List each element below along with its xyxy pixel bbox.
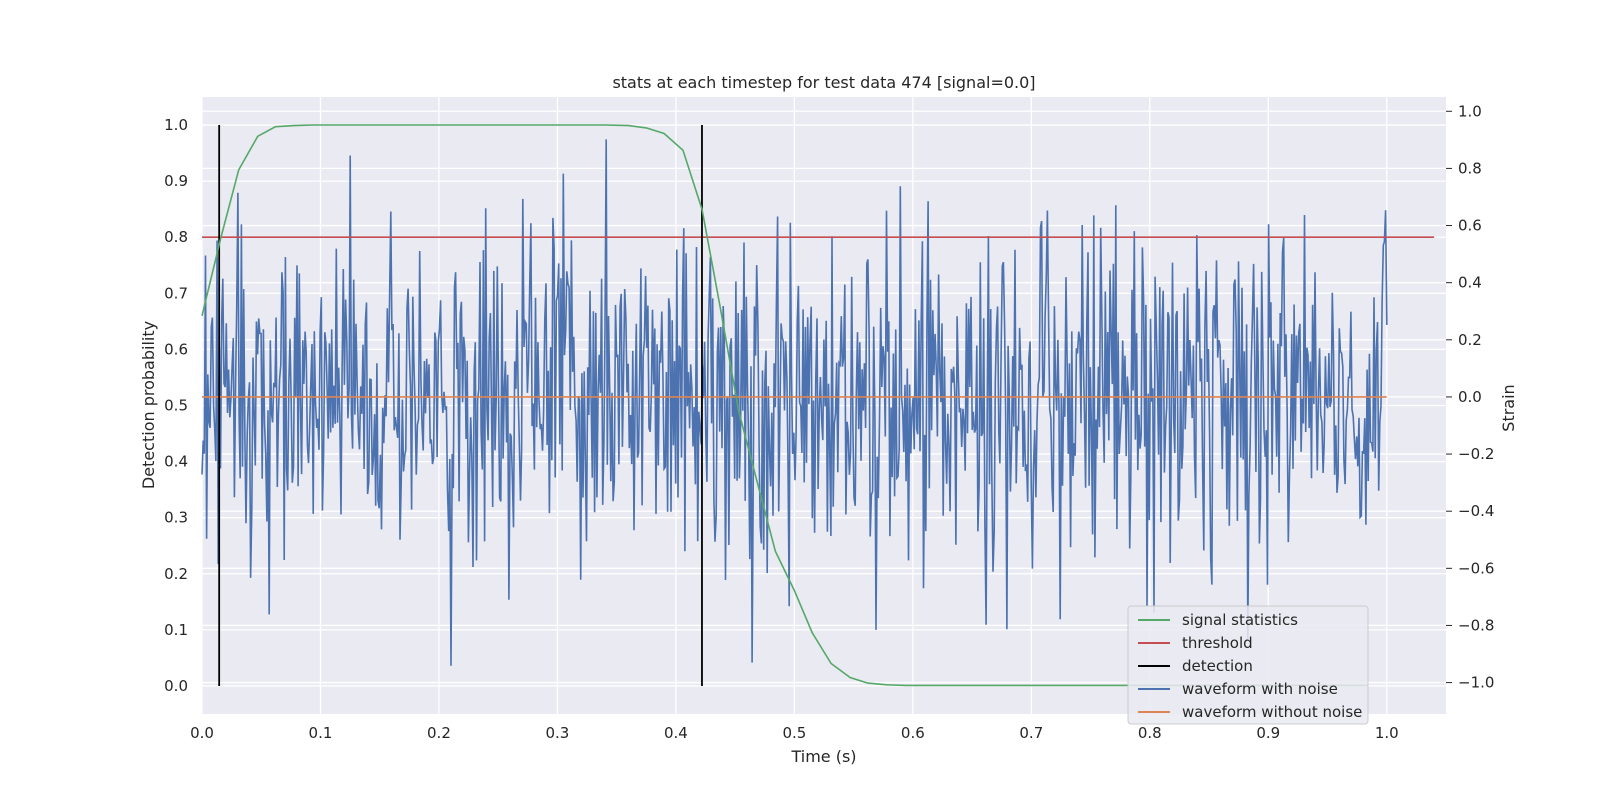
y-right-tick-label: 0.4 bbox=[1458, 274, 1482, 292]
y-left-tick-label: 0.3 bbox=[164, 509, 188, 527]
x-axis-label: Time (s) bbox=[790, 747, 856, 766]
y-right-tick-label: 0.2 bbox=[1458, 331, 1482, 349]
legend-box bbox=[1127, 605, 1369, 725]
y-right-tick-label: 0.0 bbox=[1458, 388, 1482, 406]
y-left-tick-label: 0.6 bbox=[164, 340, 188, 358]
y-right-tick-label: 1.0 bbox=[1458, 102, 1482, 120]
y-left-tick-label: 0.1 bbox=[164, 621, 188, 639]
y-right-tick-label: −1.0 bbox=[1458, 674, 1494, 692]
axes-layer: 0.0 0.1 0.2 0.3 0.4 0.5 0.6 0.7 0.8 0.9 1.0 0.0 0.1 0… bbox=[164, 102, 1494, 742]
y-axis-right-label: Strain bbox=[1499, 384, 1518, 431]
x-tick-label: 0.2 bbox=[427, 724, 451, 742]
y-left-tick-label: 0.8 bbox=[164, 228, 188, 246]
waveform-with-noise-line bbox=[201, 139, 1388, 666]
chart-title: stats at each timestep for test data 474… bbox=[612, 73, 1035, 92]
x-tick-label: 0.6 bbox=[901, 724, 925, 742]
legend-label: signal statistics bbox=[1182, 611, 1298, 629]
legend-label: waveform without noise bbox=[1182, 703, 1362, 721]
y-right-tick-label: −0.4 bbox=[1458, 502, 1494, 520]
y-left-tick-label: 0.4 bbox=[164, 453, 188, 471]
x-tick-label: 0.1 bbox=[309, 724, 333, 742]
x-tick-label: 0.0 bbox=[190, 724, 214, 742]
legend-label: detection bbox=[1182, 657, 1253, 675]
x-tick-label: 0.3 bbox=[545, 724, 569, 742]
y-axis-left-label: Detection probability bbox=[139, 321, 158, 489]
y-left-tick-label: 0.5 bbox=[164, 397, 188, 415]
signal-statistics-line bbox=[201, 124, 1368, 687]
x-tick-label: 0.9 bbox=[1256, 724, 1280, 742]
series-layer bbox=[201, 124, 1435, 687]
y-left-tick-label: 0.2 bbox=[164, 565, 188, 583]
y-right-tick-label: 0.8 bbox=[1458, 159, 1482, 177]
x-tick-label: 0.5 bbox=[782, 724, 806, 742]
y-left-tick-label: 0.9 bbox=[164, 172, 188, 190]
y-right-tick-label: 0.6 bbox=[1458, 217, 1482, 235]
legend-label: threshold bbox=[1182, 634, 1253, 652]
x-tick-label: 0.7 bbox=[1019, 724, 1043, 742]
x-tick-label: 1.0 bbox=[1375, 724, 1399, 742]
y-right-tick-label: −0.2 bbox=[1458, 445, 1494, 463]
legend-label: waveform with noise bbox=[1182, 680, 1338, 698]
x-tick-label: 0.4 bbox=[664, 724, 688, 742]
x-tick-label: 0.8 bbox=[1138, 724, 1162, 742]
y-right-tick-label: −0.8 bbox=[1458, 616, 1494, 634]
y-left-tick-label: 0.0 bbox=[164, 677, 188, 695]
legend: signal statistics threshold detection wavef… bbox=[1127, 605, 1369, 725]
y-right-tick-label: −0.6 bbox=[1458, 559, 1494, 577]
y-left-tick-label: 1.0 bbox=[164, 116, 188, 134]
y-left-tick-label: 0.7 bbox=[164, 284, 188, 302]
